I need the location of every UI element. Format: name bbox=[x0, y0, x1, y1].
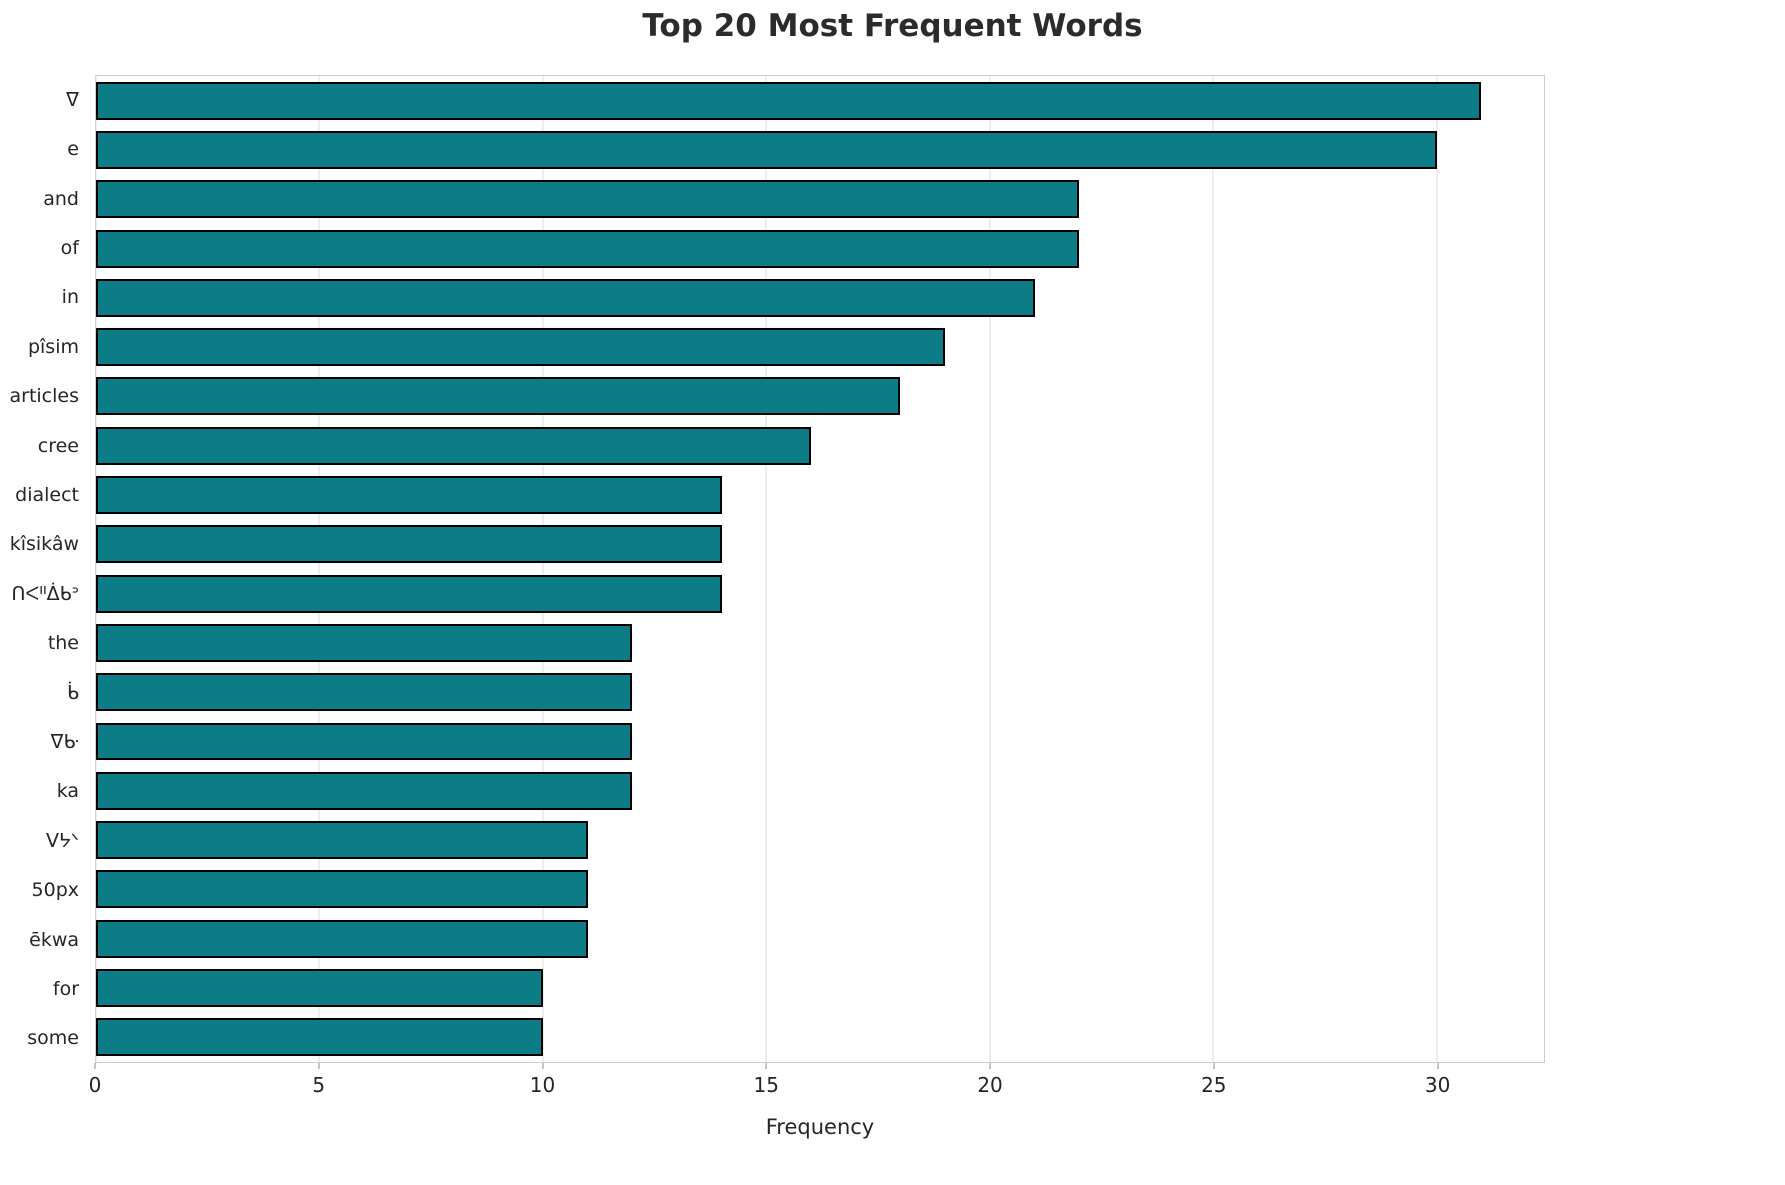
gridline bbox=[542, 76, 544, 1062]
bar bbox=[96, 969, 543, 1007]
y-tick-label: some bbox=[27, 1027, 79, 1050]
bar bbox=[96, 180, 1080, 219]
bar bbox=[96, 377, 901, 416]
bar-row bbox=[96, 224, 1544, 273]
bar-row bbox=[96, 322, 1544, 371]
bar bbox=[96, 574, 722, 613]
y-tick-label: of bbox=[60, 236, 79, 259]
y-tick-label: e bbox=[67, 138, 79, 161]
gridlines bbox=[95, 76, 1544, 1062]
bar-row bbox=[96, 717, 1544, 766]
bar bbox=[96, 278, 1035, 317]
y-tick-label: cree bbox=[37, 434, 79, 457]
y-tick-label: ka bbox=[56, 780, 79, 803]
bar bbox=[96, 673, 633, 712]
x-tick-mark bbox=[542, 1063, 544, 1069]
y-tick-label: ᑎᐸᐦᐄᑲᐣ bbox=[11, 582, 79, 605]
x-tick-label: 30 bbox=[1424, 1073, 1451, 1097]
x-tick-mark bbox=[318, 1063, 320, 1069]
bar-row bbox=[96, 569, 1544, 618]
x-tick-label: 10 bbox=[529, 1073, 556, 1097]
gridline bbox=[765, 76, 767, 1062]
bar bbox=[96, 525, 722, 564]
bar-row bbox=[96, 865, 1544, 914]
x-tick-mark bbox=[765, 1063, 767, 1069]
y-tick-label: 50px bbox=[31, 879, 79, 902]
bar bbox=[96, 130, 1437, 169]
y-tick-label: ᐁ bbox=[66, 88, 79, 111]
x-tick-label: 20 bbox=[977, 1073, 1003, 1097]
x-axis-label: Frequency bbox=[765, 1115, 875, 1139]
bar bbox=[96, 229, 1080, 268]
bars-container bbox=[96, 76, 1544, 1062]
bar-row bbox=[96, 766, 1544, 815]
x-tick-label: 0 bbox=[88, 1073, 102, 1097]
chart-title: Top 20 Most Frequent Words bbox=[642, 8, 1143, 44]
bar bbox=[96, 870, 588, 909]
bar bbox=[96, 771, 633, 810]
bar bbox=[96, 426, 812, 465]
y-tick-label: articles bbox=[9, 385, 80, 408]
bar bbox=[96, 821, 588, 860]
y-axis-labels: ᐁ e and of in pîsim articles cree dialect kîsikâw… bbox=[0, 75, 88, 1063]
bar bbox=[96, 328, 946, 367]
y-tick-label: in bbox=[61, 286, 79, 309]
bar-row bbox=[96, 520, 1544, 569]
bar-row bbox=[96, 963, 1544, 1012]
bar-row bbox=[96, 273, 1544, 322]
x-tick-label: 15 bbox=[753, 1073, 780, 1097]
gridline bbox=[1212, 76, 1214, 1062]
y-tick-label: ᐁᑿ bbox=[50, 730, 80, 753]
x-tick-label: 25 bbox=[1201, 1073, 1227, 1097]
x-tick-mark bbox=[1437, 1063, 1439, 1069]
gridline bbox=[95, 76, 97, 1062]
bar-row bbox=[96, 175, 1544, 224]
bar-row bbox=[96, 421, 1544, 470]
bar-row bbox=[96, 372, 1544, 421]
bar bbox=[96, 476, 722, 514]
y-tick-label: ēkwa bbox=[29, 928, 79, 951]
y-tick-label: kîsikâw bbox=[9, 533, 79, 556]
bar bbox=[96, 919, 588, 958]
x-tick-mark bbox=[989, 1063, 991, 1069]
bar-row bbox=[96, 668, 1544, 717]
bar-row bbox=[96, 125, 1544, 174]
y-tick-label: for bbox=[52, 978, 79, 1001]
bar-row bbox=[96, 470, 1544, 519]
y-tick-label: the bbox=[47, 632, 79, 655]
y-tick-label: ᐯᔭᐠ bbox=[46, 829, 79, 852]
bar-row bbox=[96, 618, 1544, 667]
x-tick-mark bbox=[94, 1063, 96, 1069]
bar bbox=[96, 1018, 543, 1057]
bar-row bbox=[96, 1013, 1544, 1062]
gridline bbox=[1436, 76, 1438, 1062]
gridline bbox=[989, 76, 991, 1062]
y-tick-label: pîsim bbox=[27, 335, 79, 358]
x-tick-mark bbox=[1213, 1063, 1215, 1069]
bar bbox=[96, 623, 633, 662]
bar bbox=[96, 722, 633, 761]
gridline bbox=[318, 76, 320, 1062]
y-tick-label: and bbox=[43, 187, 79, 210]
bar-row bbox=[96, 76, 1544, 125]
bar bbox=[96, 81, 1482, 120]
y-tick-label: ᑳ bbox=[67, 681, 79, 704]
bar-row bbox=[96, 815, 1544, 864]
bar-row bbox=[96, 914, 1544, 963]
x-tick-label: 5 bbox=[312, 1073, 326, 1097]
x-axis-ticks: 0 5 10 15 20 25 30 bbox=[89, 1063, 1545, 1099]
y-tick-label: dialect bbox=[15, 483, 79, 506]
plot-area bbox=[95, 75, 1545, 1063]
